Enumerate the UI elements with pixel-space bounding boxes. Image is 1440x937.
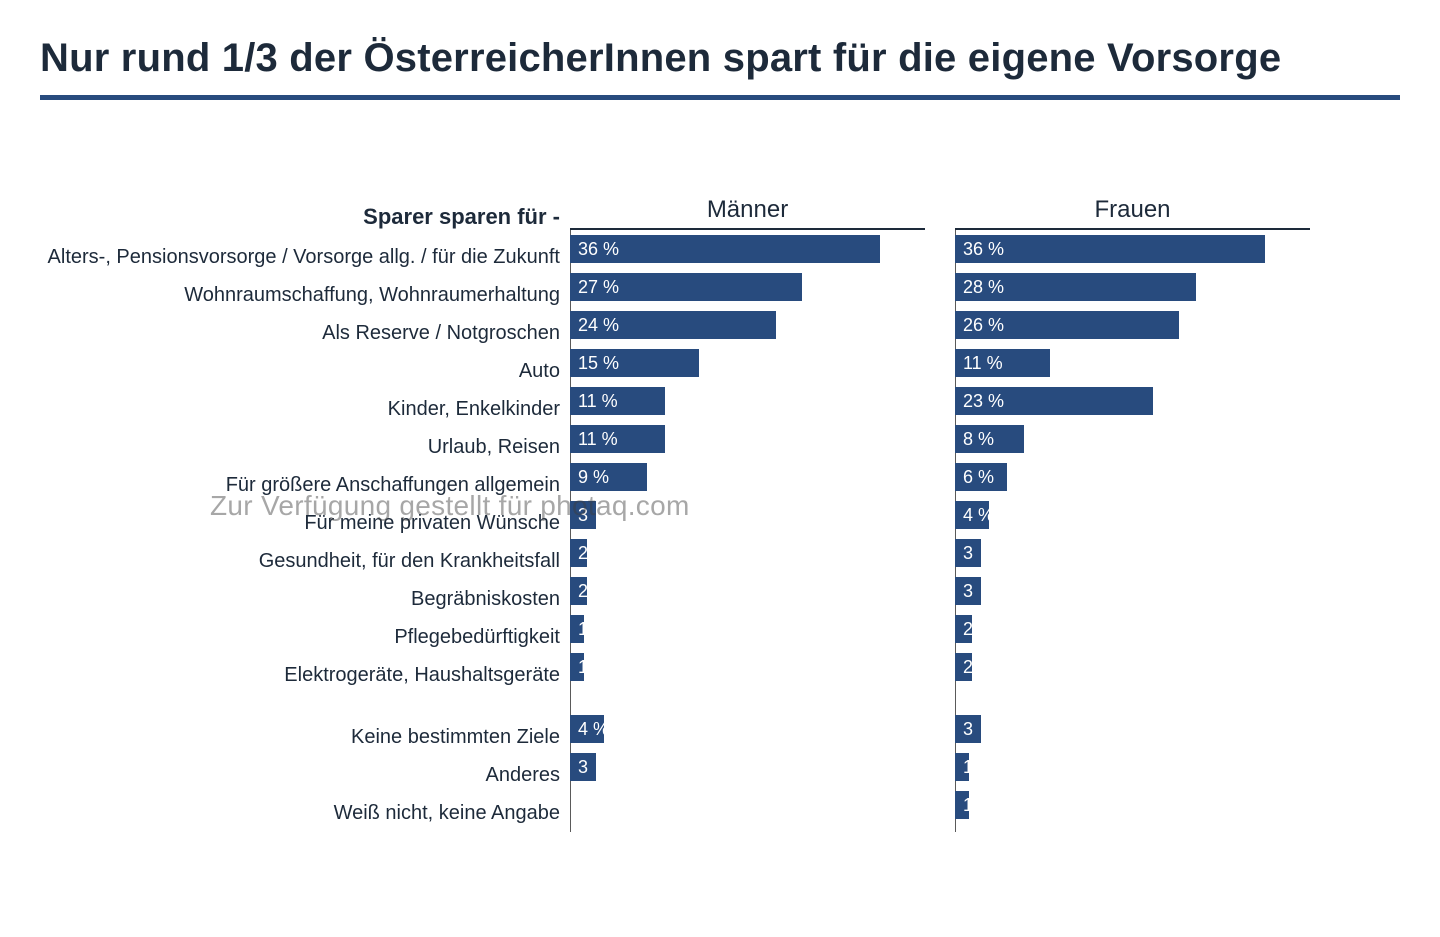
series-header-maenner: Männer xyxy=(570,190,925,230)
bar: 11 % xyxy=(570,387,665,415)
bar-row: 15 % xyxy=(570,344,925,382)
bar-row: 8 % xyxy=(955,420,1310,458)
bar: 24 % xyxy=(570,311,776,339)
category-labels-1: Alters-, Pensionsvorsorge / Vorsorge all… xyxy=(40,238,560,694)
bar: 1 xyxy=(955,791,969,819)
bar: 4 % xyxy=(570,715,604,743)
category-label: Weiß nicht, keine Angabe xyxy=(40,794,560,832)
category-label: Pflegebedürftigkeit xyxy=(40,618,560,656)
bars-gap-frauen xyxy=(955,686,1310,710)
bar: 23 % xyxy=(955,387,1153,415)
bar-row: 4 % xyxy=(570,710,925,748)
category-label: Gesundheit, für den Krankheitsfall xyxy=(40,542,560,580)
bar: 2 xyxy=(955,615,972,643)
bar-row: 1 xyxy=(955,786,1310,824)
bar: 2 xyxy=(570,577,587,605)
bar: 3 xyxy=(955,539,981,567)
bar: 3 xyxy=(570,753,596,781)
bar-row: 1 xyxy=(570,648,925,686)
bar-row: 6 % xyxy=(955,458,1310,496)
bar-row: 2 xyxy=(955,648,1310,686)
bar-row: 36 % xyxy=(955,230,1310,268)
bars-frauen-2: 3 1 1 xyxy=(955,710,1310,824)
category-label: Elektrogeräte, Haushaltsgeräte xyxy=(40,656,560,694)
page: Nur rund 1/3 der ÖsterreicherInnen spart… xyxy=(0,0,1440,832)
bar-row: 2 xyxy=(955,610,1310,648)
bar-row: 11 % xyxy=(570,420,925,458)
bar: 11 % xyxy=(570,425,665,453)
bar: 1 xyxy=(955,753,969,781)
bar: 2 xyxy=(570,539,587,567)
labels-column: Sparer sparen für - Alters-, Pensionsvor… xyxy=(40,190,570,832)
page-title: Nur rund 1/3 der ÖsterreicherInnen spart… xyxy=(40,36,1400,81)
bar: 11 % xyxy=(955,349,1050,377)
category-label: Anderes xyxy=(40,756,560,794)
bar-row: 3 xyxy=(570,748,925,786)
category-label: Wohnraumschaffung, Wohnraumerhaltung xyxy=(40,276,560,314)
bar: 28 % xyxy=(955,273,1196,301)
bar: 9 % xyxy=(570,463,647,491)
bar-row: 2 xyxy=(570,572,925,610)
bar: 36 % xyxy=(570,235,880,263)
category-label: Für größere Anschaffungen allgemein xyxy=(40,466,560,504)
bar: 8 % xyxy=(955,425,1024,453)
series-header-frauen: Frauen xyxy=(955,190,1310,230)
bar-row: 1 xyxy=(570,610,925,648)
bar-row: 11 % xyxy=(955,344,1310,382)
bar: 27 % xyxy=(570,273,802,301)
bars-gap-maenner xyxy=(570,686,925,710)
category-gap xyxy=(40,694,560,718)
bar-row: 3 xyxy=(955,710,1310,748)
bar-row: 9 % xyxy=(570,458,925,496)
bar-row: 11 % xyxy=(570,382,925,420)
chart: Sparer sparen für - Alters-, Pensionsvor… xyxy=(40,190,1400,832)
bar: 4 % xyxy=(955,501,989,529)
bar-row: 3 xyxy=(570,496,925,534)
bar-row: 3 xyxy=(955,534,1310,572)
category-label: Alters-, Pensionsvorsorge / Vorsorge all… xyxy=(40,238,560,276)
category-label: Urlaub, Reisen xyxy=(40,428,560,466)
bar-row: 28 % xyxy=(955,268,1310,306)
chart-subtitle: Sparer sparen für - xyxy=(40,190,560,238)
bar: 6 % xyxy=(955,463,1007,491)
bar: 3 xyxy=(955,577,981,605)
bar-row: 3 xyxy=(955,572,1310,610)
bar-row: 23 % xyxy=(955,382,1310,420)
bar-row: 24 % xyxy=(570,306,925,344)
bar: 1 xyxy=(570,653,584,681)
bars-maenner-1: 36 % 27 % 24 % 15 % 11 % 11 % 9 % 3 2 2 1 1 xyxy=(570,230,925,686)
title-rule xyxy=(40,95,1400,100)
category-label: Auto xyxy=(40,352,560,390)
series-frauen: Frauen 36 % 28 % 26 % 11 % 23 % 8 % 6 % 4 % 3 3 2 2… xyxy=(955,190,1310,832)
bar: 36 % xyxy=(955,235,1265,263)
bar-row: 27 % xyxy=(570,268,925,306)
bar: 3 xyxy=(955,715,981,743)
bar-row: 1 xyxy=(955,748,1310,786)
bar: 15 % xyxy=(570,349,699,377)
series-maenner: Männer 36 %27 %24 %15 %11 %11 %9 %32211 … xyxy=(570,190,925,832)
bars-frauen-1: 36 % 28 % 26 % 11 % 23 % 8 % 6 % 4 % 3 3 2 2 xyxy=(955,230,1310,686)
bar: 3 xyxy=(570,501,596,529)
bar: 26 % xyxy=(955,311,1179,339)
category-label: Begräbniskosten xyxy=(40,580,560,618)
category-label: Kinder, Enkelkinder xyxy=(40,390,560,428)
category-label: Als Reserve / Notgroschen xyxy=(40,314,560,352)
bar-row: 26 % xyxy=(955,306,1310,344)
bars-maenner-2: 4 %3 xyxy=(570,710,925,824)
bar-row: 4 % xyxy=(955,496,1310,534)
bar: 1 xyxy=(570,615,584,643)
bar: 2 xyxy=(955,653,972,681)
bar-row xyxy=(570,786,925,824)
category-labels-2: Keine bestimmten ZieleAnderesWeiß nicht,… xyxy=(40,718,560,832)
bar-row: 36 % xyxy=(570,230,925,268)
bar-row: 2 xyxy=(570,534,925,572)
category-label: Für meine privaten Wünsche xyxy=(40,504,560,542)
category-label: Keine bestimmten Ziele xyxy=(40,718,560,756)
